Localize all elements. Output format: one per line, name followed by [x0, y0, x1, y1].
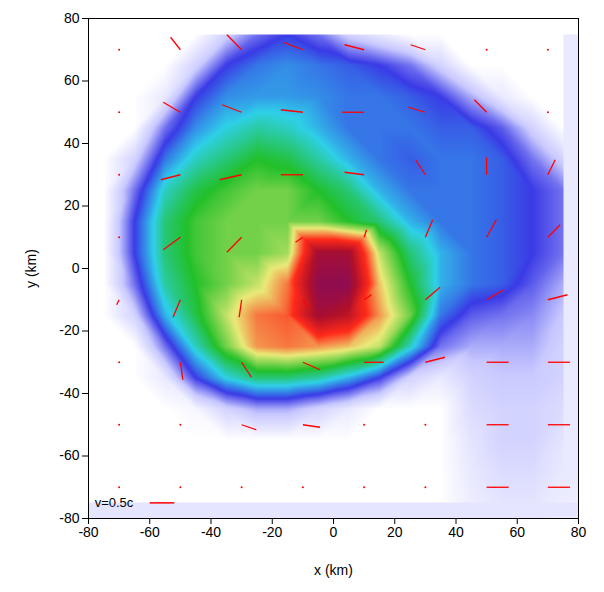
svg-text:-20: -20 [59, 322, 79, 338]
svg-text:40: 40 [64, 135, 80, 151]
svg-text:60: 60 [64, 72, 80, 88]
svg-text:v=0.5c: v=0.5c [95, 495, 134, 510]
svg-text:-40: -40 [201, 524, 221, 540]
svg-text:-60: -60 [140, 524, 160, 540]
svg-text:0: 0 [330, 524, 338, 540]
svg-text:60: 60 [509, 524, 525, 540]
svg-text:-40: -40 [59, 385, 79, 401]
svg-text:80: 80 [571, 524, 587, 540]
svg-text:40: 40 [448, 524, 464, 540]
svg-text:80: 80 [64, 10, 80, 26]
svg-text:-80: -80 [78, 524, 98, 540]
svg-text:x (km): x (km) [314, 562, 353, 578]
svg-text:20: 20 [64, 197, 80, 213]
svg-text:-20: -20 [262, 524, 282, 540]
svg-text:y (km): y (km) [23, 249, 39, 288]
svg-text:0: 0 [72, 260, 80, 276]
svg-text:20: 20 [387, 524, 403, 540]
svg-text:-80: -80 [59, 510, 79, 526]
svg-text:-60: -60 [59, 447, 79, 463]
